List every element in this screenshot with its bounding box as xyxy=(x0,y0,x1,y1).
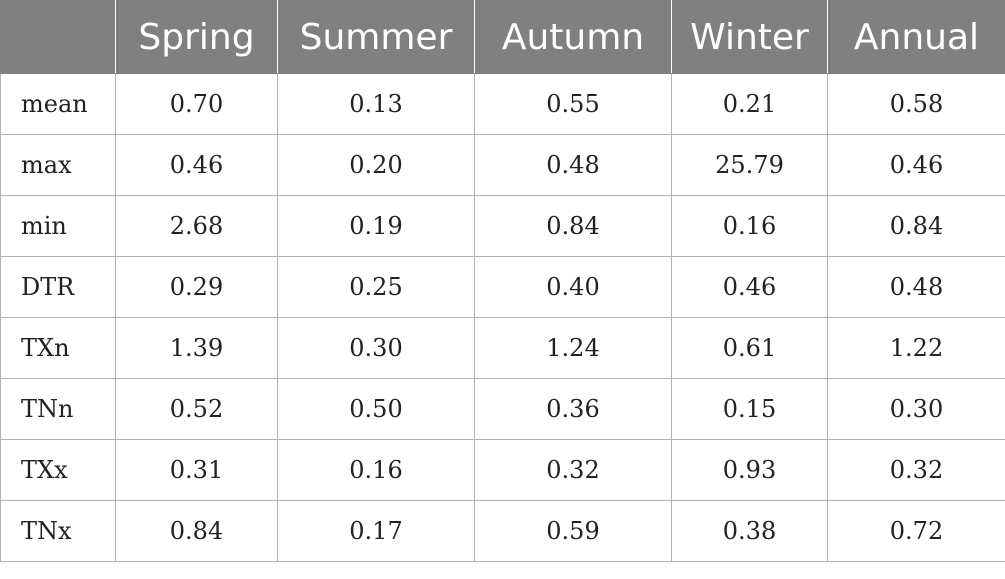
table-cell: 1.39 xyxy=(115,317,278,379)
table-cell: 0.15 xyxy=(671,378,828,440)
table-cell: 0.32 xyxy=(827,439,1005,501)
table-cell: 0.30 xyxy=(277,317,475,379)
table-cell: 0.16 xyxy=(277,439,475,501)
table-cell: 0.31 xyxy=(115,439,278,501)
row-label: max xyxy=(0,134,116,196)
table-row: DTR 0.29 0.25 0.40 0.46 0.48 xyxy=(0,256,1005,318)
table-cell: 0.84 xyxy=(827,195,1005,257)
table-cell: 0.29 xyxy=(115,256,278,318)
table-cell: 0.17 xyxy=(277,500,475,562)
table-cell: 0.40 xyxy=(474,256,672,318)
row-label: TNx xyxy=(0,500,116,562)
table-cell: 0.70 xyxy=(115,73,278,135)
table-row: mean 0.70 0.13 0.55 0.21 0.58 xyxy=(0,73,1005,135)
table-cell: 0.38 xyxy=(671,500,828,562)
table-cell: 0.32 xyxy=(474,439,672,501)
table-cell: 0.21 xyxy=(671,73,828,135)
data-table-container: Spring Summer Autumn Winter Annual mean … xyxy=(0,0,1005,562)
table-cell: 1.22 xyxy=(827,317,1005,379)
table-cell: 0.36 xyxy=(474,378,672,440)
table-cell: 0.13 xyxy=(277,73,475,135)
table-cell: 0.48 xyxy=(474,134,672,196)
row-label: TNn xyxy=(0,378,116,440)
table-body: mean 0.70 0.13 0.55 0.21 0.58 max 0.46 0… xyxy=(0,73,1005,562)
header-cell-autumn: Autumn xyxy=(474,0,672,74)
header-cell-spring: Spring xyxy=(115,0,278,74)
table-row: TNn 0.52 0.50 0.36 0.15 0.30 xyxy=(0,378,1005,440)
table-cell: 0.46 xyxy=(671,256,828,318)
row-label: min xyxy=(0,195,116,257)
table-cell: 0.72 xyxy=(827,500,1005,562)
table-cell: 0.19 xyxy=(277,195,475,257)
table-cell: 0.50 xyxy=(277,378,475,440)
table-row: TXx 0.31 0.16 0.32 0.93 0.32 xyxy=(0,439,1005,501)
row-label: TXx xyxy=(0,439,116,501)
table-cell: 1.24 xyxy=(474,317,672,379)
table-cell: 0.46 xyxy=(115,134,278,196)
table-cell: 2.68 xyxy=(115,195,278,257)
data-table: Spring Summer Autumn Winter Annual mean … xyxy=(0,0,1005,562)
row-label: TXn xyxy=(0,317,116,379)
table-cell: 0.46 xyxy=(827,134,1005,196)
table-header: Spring Summer Autumn Winter Annual xyxy=(0,0,1005,74)
table-cell: 0.61 xyxy=(671,317,828,379)
table-cell: 0.48 xyxy=(827,256,1005,318)
table-row: TNx 0.84 0.17 0.59 0.38 0.72 xyxy=(0,500,1005,562)
header-cell-summer: Summer xyxy=(277,0,475,74)
table-cell: 25.79 xyxy=(671,134,828,196)
table-row: max 0.46 0.20 0.48 25.79 0.46 xyxy=(0,134,1005,196)
table-cell: 0.52 xyxy=(115,378,278,440)
table-row: min 2.68 0.19 0.84 0.16 0.84 xyxy=(0,195,1005,257)
table-cell: 0.84 xyxy=(474,195,672,257)
table-cell: 0.93 xyxy=(671,439,828,501)
table-cell: 0.55 xyxy=(474,73,672,135)
table-cell: 0.30 xyxy=(827,378,1005,440)
table-cell: 0.25 xyxy=(277,256,475,318)
table-cell: 0.84 xyxy=(115,500,278,562)
header-cell-winter: Winter xyxy=(671,0,828,74)
table-cell: 0.58 xyxy=(827,73,1005,135)
table-cell: 0.20 xyxy=(277,134,475,196)
table-cell: 0.16 xyxy=(671,195,828,257)
table-cell: 0.59 xyxy=(474,500,672,562)
header-row: Spring Summer Autumn Winter Annual xyxy=(0,0,1005,74)
row-label: DTR xyxy=(0,256,116,318)
header-cell-annual: Annual xyxy=(827,0,1005,74)
header-cell-corner xyxy=(0,0,116,74)
table-row: TXn 1.39 0.30 1.24 0.61 1.22 xyxy=(0,317,1005,379)
row-label: mean xyxy=(0,73,116,135)
